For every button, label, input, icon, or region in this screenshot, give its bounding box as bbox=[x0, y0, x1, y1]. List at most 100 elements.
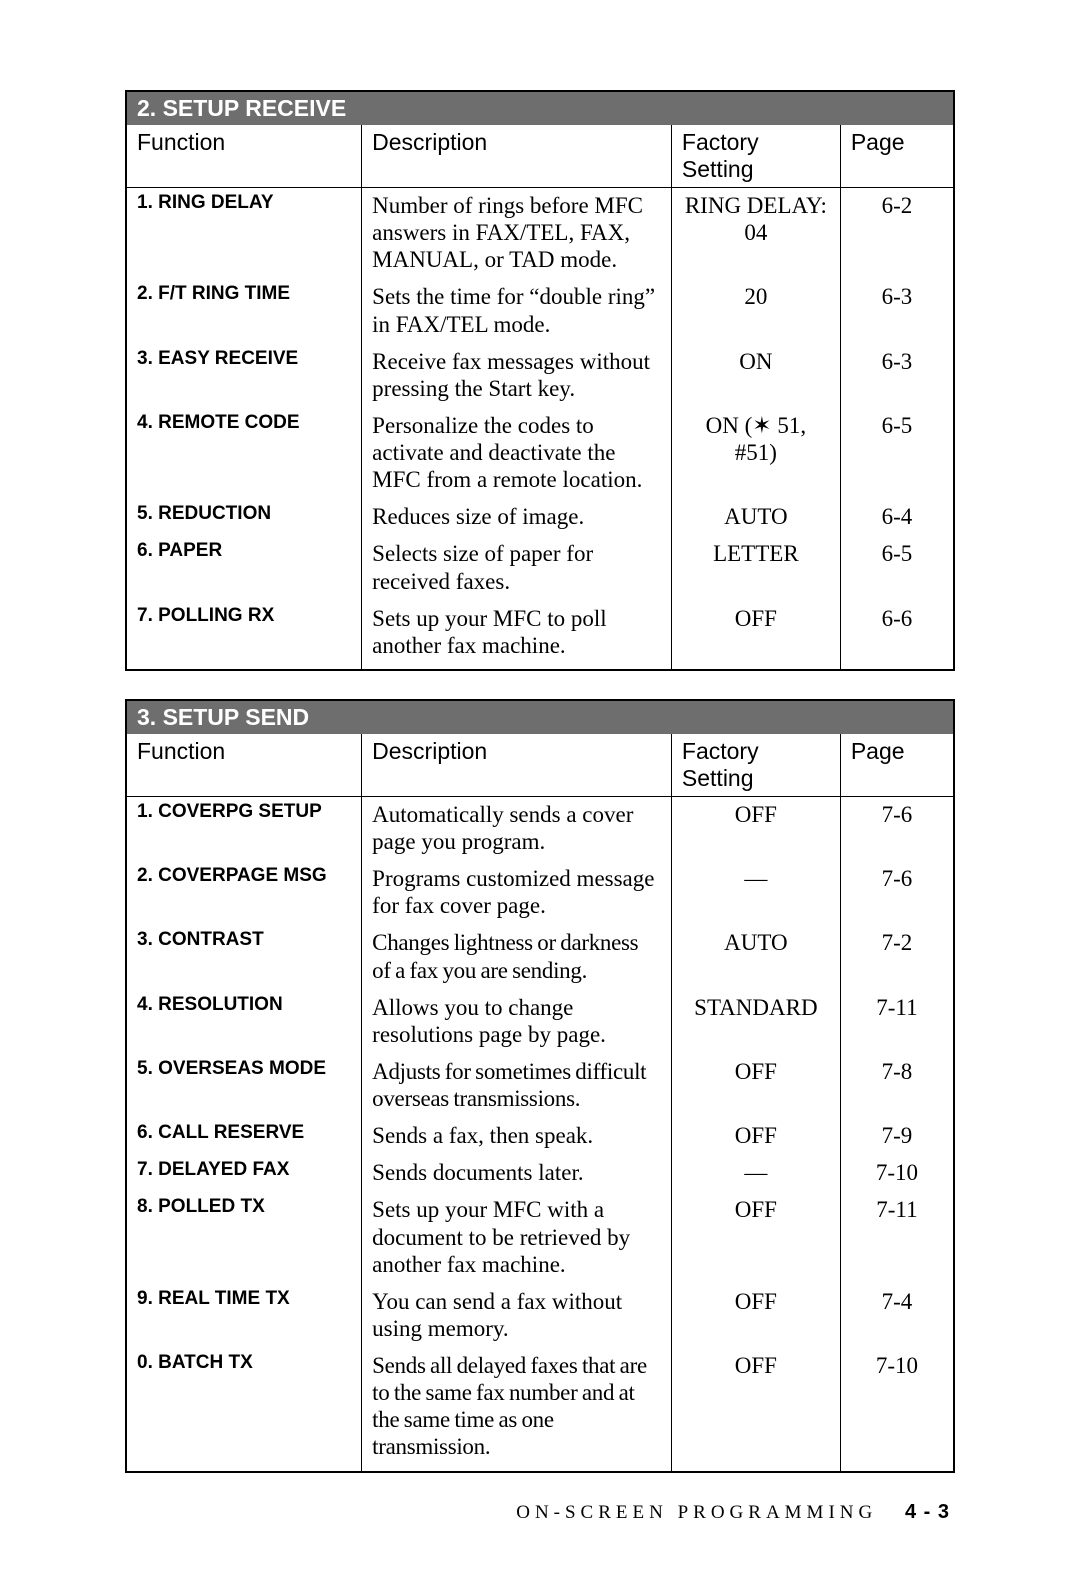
function-name: 3. CONTRAST bbox=[127, 925, 362, 989]
page-ref: 6-3 bbox=[840, 279, 953, 343]
function-description: Sets up your MFC with a document to be r… bbox=[362, 1192, 672, 1283]
function-description: Sends all delayed faxes that are to the … bbox=[362, 1348, 672, 1471]
function-description: Sends a fax, then speak. bbox=[362, 1118, 672, 1155]
section-title: 3. SETUP SEND bbox=[127, 701, 953, 734]
factory-setting: — bbox=[671, 1155, 840, 1192]
table-row: 6. PAPERSelects size of paper for receiv… bbox=[127, 536, 953, 600]
function-name: 5. OVERSEAS MODE bbox=[127, 1054, 362, 1118]
table-row: 3. CONTRASTChanges lightness or darkness… bbox=[127, 925, 953, 989]
section-1: 3. SETUP SENDFunctionDescriptionFactory … bbox=[125, 699, 955, 1473]
column-header: Page bbox=[840, 734, 953, 797]
page-ref: 6-3 bbox=[840, 344, 953, 408]
function-name: 1. COVERPG SETUP bbox=[127, 796, 362, 861]
factory-setting: LETTER bbox=[671, 536, 840, 600]
column-header: Function bbox=[127, 125, 362, 188]
function-name: 5. REDUCTION bbox=[127, 499, 362, 536]
table-row: 4. RESOLUTIONAllows you to change resolu… bbox=[127, 990, 953, 1054]
settings-table: FunctionDescriptionFactory SettingPage1.… bbox=[127, 125, 953, 669]
table-row: 1. COVERPG SETUPAutomatically sends a co… bbox=[127, 796, 953, 861]
function-name: 9. REAL TIME TX bbox=[127, 1284, 362, 1348]
function-name: 2. F/T RING TIME bbox=[127, 279, 362, 343]
table-row: 1. RING DELAYNumber of rings before MFC … bbox=[127, 188, 953, 280]
table-row: 7. DELAYED FAXSends documents later.—7-1… bbox=[127, 1155, 953, 1192]
table-row: 8. POLLED TXSets up your MFC with a docu… bbox=[127, 1192, 953, 1283]
footer-page-number: 4 - 3 bbox=[905, 1501, 950, 1523]
factory-setting: ON bbox=[671, 344, 840, 408]
function-name: 7. POLLING RX bbox=[127, 601, 362, 669]
page-ref: 7-4 bbox=[840, 1284, 953, 1348]
page-ref: 7-11 bbox=[840, 1192, 953, 1283]
table-row: 3. EASY RECEIVEReceive fax messages with… bbox=[127, 344, 953, 408]
function-description: Programs customized message for fax cove… bbox=[362, 861, 672, 925]
page-ref: 7-6 bbox=[840, 861, 953, 925]
page-ref: 6-6 bbox=[840, 601, 953, 669]
factory-setting: OFF bbox=[671, 796, 840, 861]
function-name: 4. REMOTE CODE bbox=[127, 408, 362, 499]
function-description: Sets the time for “double ring” in FAX/T… bbox=[362, 279, 672, 343]
function-description: Automatically sends a cover page you pro… bbox=[362, 796, 672, 861]
factory-setting: AUTO bbox=[671, 925, 840, 989]
settings-table: FunctionDescriptionFactory SettingPage1.… bbox=[127, 734, 953, 1471]
function-name: 3. EASY RECEIVE bbox=[127, 344, 362, 408]
function-name: 2. COVERPAGE MSG bbox=[127, 861, 362, 925]
column-header: Factory Setting bbox=[671, 125, 840, 188]
table-row: 7. POLLING RXSets up your MFC to poll an… bbox=[127, 601, 953, 669]
page-ref: 7-2 bbox=[840, 925, 953, 989]
factory-setting: STANDARD bbox=[671, 990, 840, 1054]
column-header: Description bbox=[362, 734, 672, 797]
column-header: Page bbox=[840, 125, 953, 188]
factory-setting: 20 bbox=[671, 279, 840, 343]
function-description: Number of rings before MFC answers in FA… bbox=[362, 188, 672, 280]
factory-setting: OFF bbox=[671, 1054, 840, 1118]
column-header: Function bbox=[127, 734, 362, 797]
factory-setting: RING DELAY: 04 bbox=[671, 188, 840, 280]
footer-label: ON-SCREEN PROGRAMMING bbox=[516, 1502, 877, 1523]
function-description: Personalize the codes to activate and de… bbox=[362, 408, 672, 499]
factory-setting: — bbox=[671, 861, 840, 925]
function-description: Changes lightness or darkness of a fax y… bbox=[362, 925, 672, 989]
page-ref: 6-5 bbox=[840, 408, 953, 499]
table-row: 6. CALL RESERVESends a fax, then speak.O… bbox=[127, 1118, 953, 1155]
page-ref: 7-11 bbox=[840, 990, 953, 1054]
page-ref: 7-8 bbox=[840, 1054, 953, 1118]
page-ref: 6-2 bbox=[840, 188, 953, 280]
function-name: 0. BATCH TX bbox=[127, 1348, 362, 1471]
column-header: Description bbox=[362, 125, 672, 188]
function-description: You can send a fax without using memory. bbox=[362, 1284, 672, 1348]
table-row: 2. F/T RING TIMESets the time for “doubl… bbox=[127, 279, 953, 343]
table-row: 4. REMOTE CODEPersonalize the codes to a… bbox=[127, 408, 953, 499]
function-description: Selects size of paper for received faxes… bbox=[362, 536, 672, 600]
factory-setting: OFF bbox=[671, 1284, 840, 1348]
section-title: 2. SETUP RECEIVE bbox=[127, 92, 953, 125]
table-row: 0. BATCH TXSends all delayed faxes that … bbox=[127, 1348, 953, 1471]
function-description: Reduces size of image. bbox=[362, 499, 672, 536]
function-name: 8. POLLED TX bbox=[127, 1192, 362, 1283]
table-row: 2. COVERPAGE MSGPrograms customized mess… bbox=[127, 861, 953, 925]
page-ref: 7-10 bbox=[840, 1155, 953, 1192]
function-description: Receive fax messages without pressing th… bbox=[362, 344, 672, 408]
function-description: Sends documents later. bbox=[362, 1155, 672, 1192]
factory-setting: ON (✶ 51, #51) bbox=[671, 408, 840, 499]
table-row: 5. REDUCTIONReduces size of image.AUTO6-… bbox=[127, 499, 953, 536]
page-ref: 6-5 bbox=[840, 536, 953, 600]
column-header: Factory Setting bbox=[671, 734, 840, 797]
table-row: 5. OVERSEAS MODEAdjusts for sometimes di… bbox=[127, 1054, 953, 1118]
section-0: 2. SETUP RECEIVEFunctionDescriptionFacto… bbox=[125, 90, 955, 671]
function-name: 1. RING DELAY bbox=[127, 188, 362, 280]
page-ref: 7-9 bbox=[840, 1118, 953, 1155]
function-description: Sets up your MFC to poll another fax mac… bbox=[362, 601, 672, 669]
factory-setting: OFF bbox=[671, 1348, 840, 1471]
function-name: 6. CALL RESERVE bbox=[127, 1118, 362, 1155]
function-name: 6. PAPER bbox=[127, 536, 362, 600]
function-name: 7. DELAYED FAX bbox=[127, 1155, 362, 1192]
function-description: Adjusts for sometimes difficult overseas… bbox=[362, 1054, 672, 1118]
factory-setting: OFF bbox=[671, 601, 840, 669]
factory-setting: AUTO bbox=[671, 499, 840, 536]
page-ref: 7-6 bbox=[840, 796, 953, 861]
factory-setting: OFF bbox=[671, 1192, 840, 1283]
function-description: Allows you to change resolutions page by… bbox=[362, 990, 672, 1054]
factory-setting: OFF bbox=[671, 1118, 840, 1155]
page-footer: ON-SCREEN PROGRAMMING 4 - 3 bbox=[125, 1501, 955, 1524]
table-row: 9. REAL TIME TXYou can send a fax withou… bbox=[127, 1284, 953, 1348]
page-ref: 7-10 bbox=[840, 1348, 953, 1471]
